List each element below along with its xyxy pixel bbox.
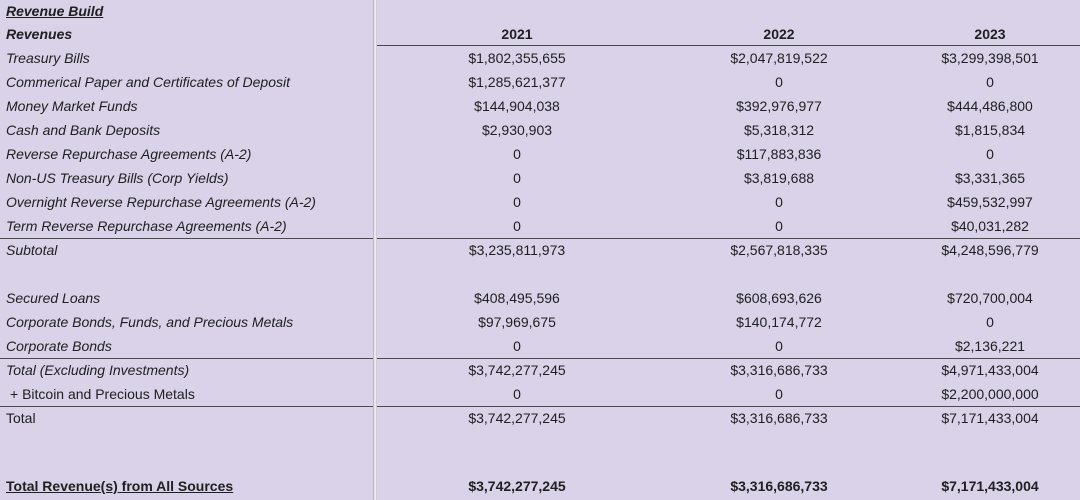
- total-divider-line: [0, 406, 1080, 407]
- cell-2023: $7,171,433,004: [941, 410, 1039, 426]
- cell-2023: $720,700,004: [947, 290, 1033, 306]
- cell-2021: 0: [513, 218, 521, 234]
- cell-2023: 0: [986, 146, 994, 162]
- section-label: Revenues: [6, 26, 73, 42]
- row-corporate-bonds: Corporate Bonds 0 0 $2,136,221: [0, 334, 1080, 358]
- cell-2022: $3,316,686,733: [730, 478, 828, 494]
- header-divider-line: [376, 45, 1080, 46]
- cell-2022: 0: [775, 74, 783, 90]
- cell-2021: 0: [513, 386, 521, 402]
- cell-2021: $1,285,621,377: [468, 74, 566, 90]
- row-label: Total Revenue(s) from All Sources: [0, 478, 376, 494]
- row-label: Total (Excluding Investments): [6, 362, 190, 378]
- frozen-column-divider: [373, 0, 377, 500]
- year-header-2022: 2022: [763, 26, 795, 42]
- cell-2022: 0: [775, 386, 783, 402]
- cell-2023: $7,171,433,004: [941, 478, 1039, 494]
- cell-2021: 0: [513, 338, 521, 354]
- cell-2023: $444,486,800: [947, 98, 1033, 114]
- row-cash-bank-deposits: Cash and Bank Deposits $2,930,903 $5,318…: [0, 118, 1080, 142]
- cell-2022: 0: [775, 338, 783, 354]
- cell-2021: $144,904,038: [474, 98, 560, 114]
- row-total: Total $3,742,277,245 $3,316,686,733 $7,1…: [0, 406, 1080, 430]
- year-header-2021: 2021: [501, 26, 533, 42]
- row-label: Secured Loans: [6, 290, 101, 306]
- cell-2023: $3,331,365: [954, 170, 1026, 186]
- cell-2023: $4,971,433,004: [941, 362, 1039, 378]
- row-overnight-reverse-repo: Overnight Reverse Repurchase Agreements …: [0, 190, 1080, 214]
- row-commercial-paper: Commerical Paper and Certificates of Dep…: [0, 70, 1080, 94]
- cell-2021: $3,742,277,245: [468, 478, 566, 494]
- row-corporate-bonds-funds-metals: Corporate Bonds, Funds, and Precious Met…: [0, 310, 1080, 334]
- row-label: Non-US Treasury Bills (Corp Yields): [6, 170, 229, 186]
- row-label: Subtotal: [6, 242, 58, 258]
- cell-2021: $3,742,277,245: [468, 362, 566, 378]
- cell-2021: $1,802,355,655: [468, 50, 566, 66]
- row-label: Cash and Bank Deposits: [6, 122, 161, 138]
- cell-2021: $2,930,903: [481, 122, 553, 138]
- cell-2022: $117,883,836: [736, 146, 822, 162]
- cell-2023: $2,200,000,000: [941, 386, 1039, 402]
- cell-2022: $5,318,312: [743, 122, 815, 138]
- row-label: + Bitcoin and Precious Metals: [10, 386, 195, 402]
- title-row: Revenue Build: [0, 0, 1080, 22]
- cell-2023: $2,136,221: [954, 338, 1026, 354]
- row-label: Treasury Bills: [6, 50, 90, 66]
- cell-2023: 0: [986, 314, 994, 330]
- row-total-revenue-all-sources: Total Revenue(s) from All Sources $3,742…: [0, 474, 1080, 498]
- total-revenue-label: Total Revenue(s) from All Sources: [6, 478, 234, 494]
- cell-2021: $3,742,277,245: [468, 410, 566, 426]
- cell-2023: $4,248,596,779: [941, 242, 1039, 258]
- cell-2023: $1,815,834: [954, 122, 1026, 138]
- row-term-reverse-repo: Term Reverse Repurchase Agreements (A-2)…: [0, 214, 1080, 238]
- blank-row: [0, 262, 1080, 286]
- blank-row: [0, 430, 1080, 452]
- row-reverse-repo: Reverse Repurchase Agreements (A-2) 0 $1…: [0, 142, 1080, 166]
- row-label: Reverse Repurchase Agreements (A-2): [6, 146, 252, 162]
- cell-2022: $3,819,688: [743, 170, 815, 186]
- cell-2021: 0: [513, 170, 521, 186]
- blank-row: [0, 452, 1080, 474]
- cell-2023: $459,532,997: [947, 194, 1033, 210]
- header-row: Revenues 2021 2022 2023: [0, 22, 1080, 46]
- year-header-2023: 2023: [974, 26, 1006, 42]
- cell-2021: $3,235,811,973: [468, 242, 566, 258]
- cell-2021: $408,495,596: [474, 290, 560, 306]
- row-label: Overnight Reverse Repurchase Agreements …: [6, 194, 316, 210]
- cell-2023: $40,031,282: [951, 218, 1029, 234]
- row-label: Corporate Bonds: [6, 338, 112, 354]
- cell-2022: 0: [775, 194, 783, 210]
- cell-2022: $392,976,977: [736, 98, 822, 114]
- sheet-title: Revenue Build: [6, 3, 104, 19]
- row-label: Money Market Funds: [6, 98, 138, 114]
- row-total-excluding-investments: Total (Excluding Investments) $3,742,277…: [0, 358, 1080, 382]
- row-non-us-treasury-bills: Non-US Treasury Bills (Corp Yields) 0 $3…: [0, 166, 1080, 190]
- cell-2022: $3,316,686,733: [730, 410, 828, 426]
- cell-2023: $3,299,398,501: [941, 50, 1039, 66]
- cell-2021: 0: [513, 194, 521, 210]
- cell-2022: 0: [775, 218, 783, 234]
- cell-2022: $2,047,819,522: [730, 50, 828, 66]
- cell-2021: $97,969,675: [478, 314, 556, 330]
- row-label: Commerical Paper and Certificates of Dep…: [6, 74, 291, 90]
- cell-2022: $2,567,818,335: [730, 242, 828, 258]
- total-excluding-divider-line: [0, 358, 1080, 359]
- row-money-market-funds: Money Market Funds $144,904,038 $392,976…: [0, 94, 1080, 118]
- row-label: Term Reverse Repurchase Agreements (A-2): [6, 218, 287, 234]
- row-subtotal: Subtotal $3,235,811,973 $2,567,818,335 $…: [0, 238, 1080, 262]
- row-treasury-bills: Treasury Bills $1,802,355,655 $2,047,819…: [0, 46, 1080, 70]
- cell-2022: $140,174,772: [736, 314, 822, 330]
- row-secured-loans: Secured Loans $408,495,596 $608,693,626 …: [0, 286, 1080, 310]
- cell-2022: $608,693,626: [736, 290, 822, 306]
- row-label: Total: [6, 410, 36, 426]
- cell-2021: 0: [513, 146, 521, 162]
- subtotal-divider-line: [0, 238, 1080, 239]
- row-bitcoin-precious-metals: + Bitcoin and Precious Metals 0 0 $2,200…: [0, 382, 1080, 406]
- cell-2023: 0: [986, 74, 994, 90]
- cell-2022: $3,316,686,733: [730, 362, 828, 378]
- row-label: Corporate Bonds, Funds, and Precious Met…: [6, 314, 294, 330]
